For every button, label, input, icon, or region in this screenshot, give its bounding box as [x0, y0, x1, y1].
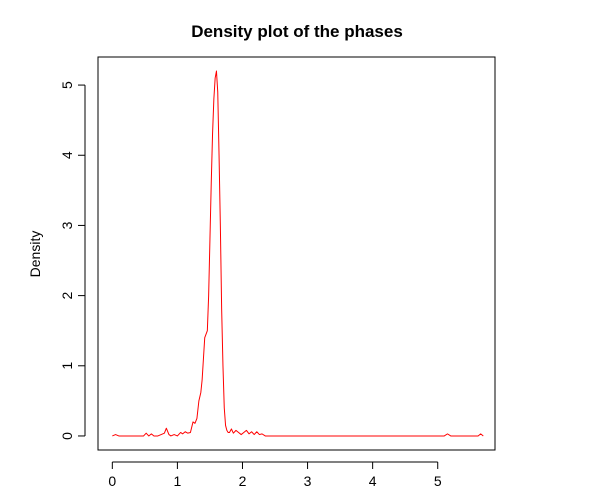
x-axis: 0 1 2 3 4 5: [108, 461, 442, 487]
series-layer: [112, 70, 484, 437]
y-tick-label: 3: [59, 221, 75, 229]
y-axis: 0 1 2 3 4 5: [59, 81, 86, 440]
y-tick-label: 4: [59, 151, 75, 159]
y-axis-label: Density: [27, 231, 43, 278]
x-tick-label: 5: [434, 473, 442, 487]
x-tick-label: 0: [108, 473, 116, 487]
x-tick-label: 2: [239, 473, 247, 487]
y-tick-label: 5: [59, 81, 75, 89]
y-tick-label: 0: [59, 432, 75, 440]
chart-title: Density plot of the phases: [191, 22, 403, 41]
y-tick-label: 1: [59, 362, 75, 370]
plot-frame: [97, 56, 496, 451]
density-line: [112, 70, 484, 437]
x-tick-label: 1: [174, 473, 182, 487]
x-tick-label: 3: [304, 473, 312, 487]
x-tick-label: 4: [369, 473, 377, 487]
y-tick-label: 2: [59, 292, 75, 300]
